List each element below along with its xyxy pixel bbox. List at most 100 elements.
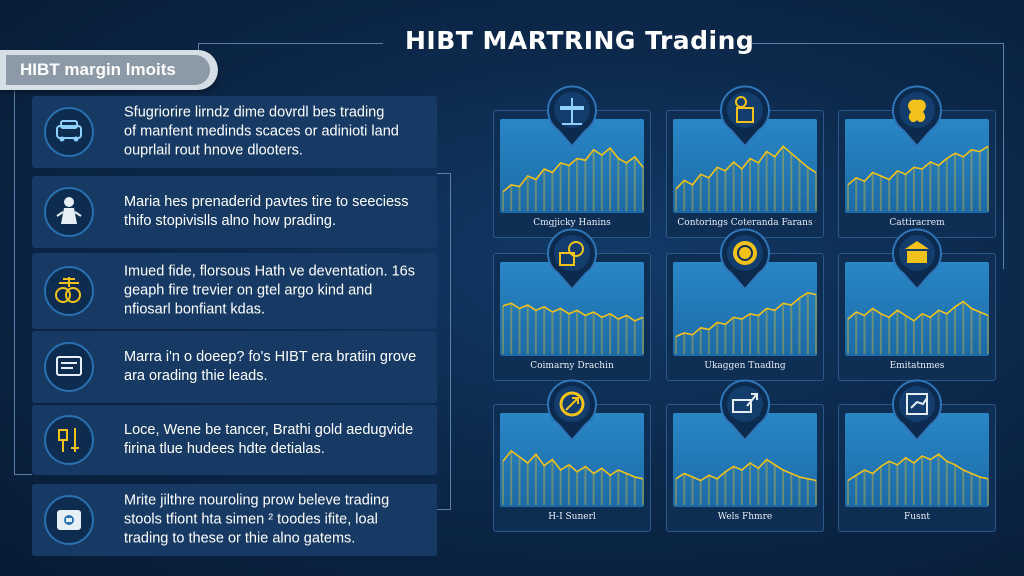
balance-scale-icon [544,84,600,148]
chart-bar [765,308,768,354]
chart-bar [576,158,579,211]
info-row: Mrite jilthre nouroling prow beleve trad… [32,484,437,556]
chart-bar [921,456,924,505]
chart-bar [642,317,644,355]
info-row-line: ara orading thie leads. [124,368,268,384]
chart-bar [707,475,710,506]
info-row-text: Imued fide, florsous Hath ve deventation… [124,263,429,320]
info-row-line: Mrite jilthre nouroling prow beleve trad… [124,492,390,509]
chart-bar [945,158,948,211]
chart-line [502,146,644,193]
info-row-text: Marra i'n o doeep? fo's HIBT era bratiin… [124,348,429,386]
chart-bar [773,156,776,212]
card-label: Coimarny Drachin [530,361,614,371]
chart-bar [683,180,686,211]
chart-bar [970,308,973,354]
connector-line [1003,43,1004,269]
fan-icon [889,84,945,148]
chart-bar [510,450,513,506]
chart-bar [526,176,529,211]
chart-bar [790,305,793,354]
chart-bar [609,475,612,506]
chart-bar [790,153,793,212]
chart-bar [782,146,785,212]
info-row-line: trading to these or thie alno gatems. [124,530,356,547]
target-arrow-icon [544,378,600,442]
info-row-line: firina tlue hudees hdte detialas. [124,441,325,457]
card-chart-svg [847,453,989,506]
chart-bar [847,480,849,505]
car-icon [44,107,94,157]
chart-bar [954,464,957,506]
chart-bar [896,170,899,212]
chart-bar [699,174,702,212]
info-row-text: Sfugriorire lirndz dime dovrdl bes tradi… [124,104,429,161]
chart-bar [954,153,957,212]
card-label: Cmgjicky Hanins [533,218,611,228]
info-row-line: geaph fire trevier on gtel argo kind and [124,282,373,299]
person-icon [44,187,94,237]
chart-bar [962,301,965,354]
margin-limits-tag: HIBT margin lmoits [0,50,218,90]
chart-bar [633,320,636,355]
chart-bar [625,162,628,211]
chart-bar [609,313,612,355]
chart-bar [526,305,529,354]
chart-bar [921,169,924,211]
chart-bar [929,459,932,505]
chart-bar [863,470,866,505]
chart-bar [871,172,874,211]
chart-bar [912,320,915,355]
info-row-text: Maria hes prenaderid pavtes tire to seec… [124,193,429,231]
chart-bar [929,162,932,211]
chart-line [847,300,989,322]
info-row-line: ouprlail rout hnove dlooters. [124,142,303,159]
chart-bar [954,306,957,355]
chart-bar [683,473,686,505]
chart-bar [871,308,874,354]
chart-bar [929,317,932,355]
chart-bar [815,480,817,505]
chart-bar [534,454,537,506]
card-chart-svg [847,300,989,355]
chart-bar [970,149,973,212]
info-row-line: Sfugriorire lirndz dime dovrdl bes tradi… [124,104,385,121]
chart-bar [740,169,743,211]
chart-bar [675,189,677,211]
chart-line [502,449,644,480]
chart-bar [757,468,760,506]
chart-bar [806,167,809,212]
chart-bar [551,172,554,211]
card-label: H-I Sunerl [548,512,596,522]
chart-line [675,145,817,190]
chart-bar [945,313,948,355]
chart-bar [642,478,644,506]
info-row-line: Maria hes prenaderid pavtes tire to seec… [124,194,409,210]
info-row-text: Loce, Wene be tancer, Brathi gold aedugv… [124,421,429,459]
chart-bar [978,477,981,505]
chart-bar [782,470,785,505]
info-row-line: Imued fide, florsous Hath ve deventation… [124,263,415,280]
chart-bar [871,473,874,505]
chart-bar [707,177,710,212]
chart-bar [724,324,727,355]
chart-bar [675,478,677,506]
chart-bar [543,306,546,355]
chart-bar [584,315,587,354]
info-row: Maria hes prenaderid pavtes tire to seec… [32,176,437,248]
chart-bar [749,313,752,355]
chart-bar [937,165,940,211]
card-label: Wels Fhmre [717,512,773,522]
info-row-text: Mrite jilthre nouroling prow beleve trad… [124,492,429,549]
chart-bar [773,464,776,506]
chart-bar [921,313,924,355]
chart-bar [790,473,793,505]
chart-bar [625,473,628,505]
chart-bar [518,308,521,354]
info-row-line: Loce, Wene be tancer, Brathi gold aedugv… [124,422,414,438]
chart-bar [584,466,587,505]
chart-bar [863,315,866,354]
chart-bar [502,461,504,506]
info-row-line: Marra i'n o doeep? fo's HIBT era bratiin… [124,349,417,365]
chart-bar [749,463,752,505]
